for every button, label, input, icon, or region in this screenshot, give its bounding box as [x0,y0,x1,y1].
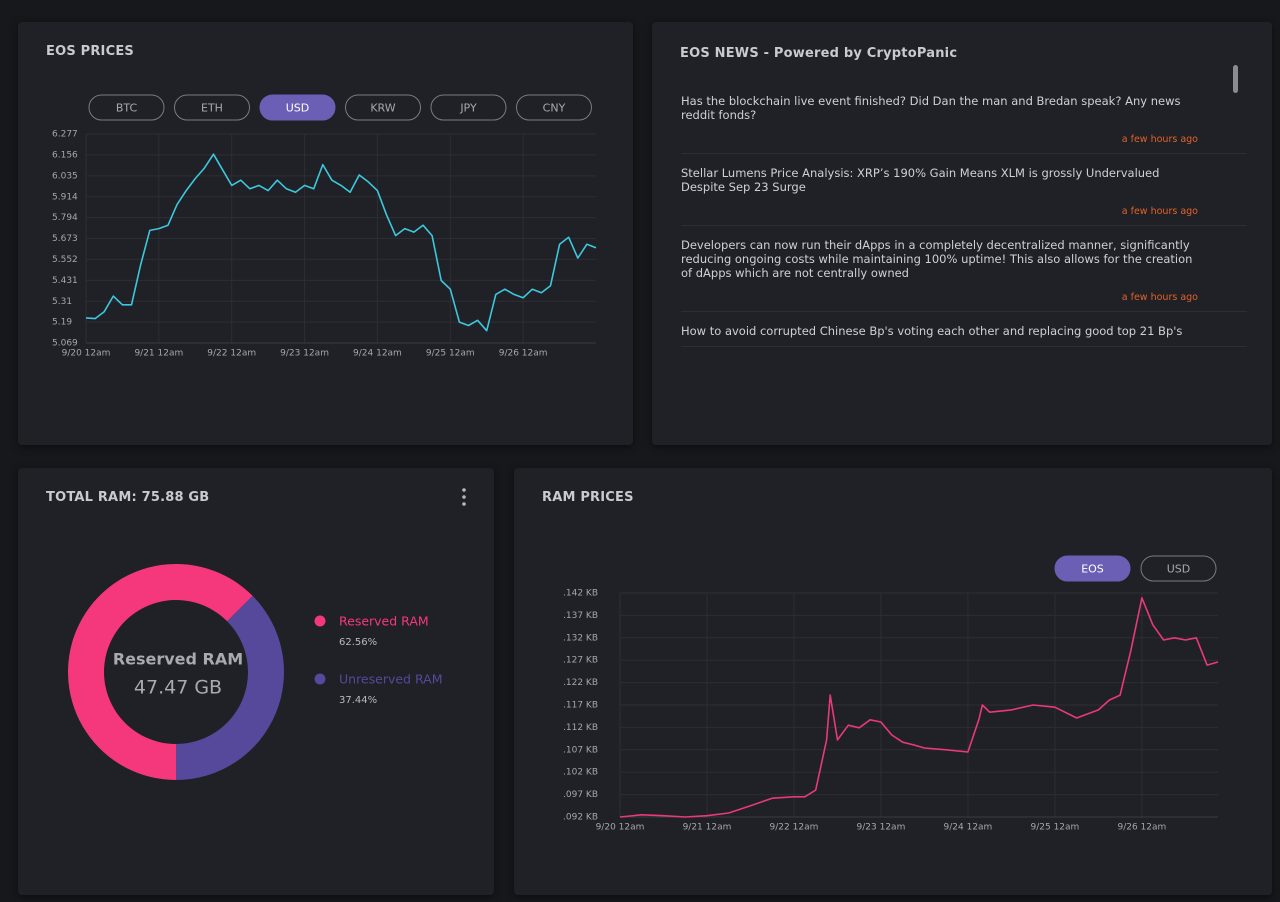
y-tick-label: .112 KB [563,723,598,733]
y-tick-label: 6.156 [52,150,78,160]
y-tick-label: .137 KB [563,611,598,621]
y-tick-label: .122 KB [563,678,598,688]
y-tick-label: .102 KB [563,768,598,778]
legend-dot [314,673,326,685]
currency-button-label[interactable]: ETH [201,102,223,115]
currency-button-label[interactable]: EOS [1081,563,1104,576]
donut-slice [68,564,253,780]
currency-button[interactable] [1054,555,1131,582]
eos-prices-card: EOS PRICES [18,22,633,445]
news-item[interactable]: Has the blockchain live event finished? … [681,94,1247,154]
y-tick-label: 5.431 [52,276,78,286]
news-time: a few hours ago [1121,206,1198,217]
legend-value: 62.56% [339,637,377,648]
x-tick-label: 9/20 12am [596,823,645,833]
currency-button[interactable] [430,94,507,121]
currency-button[interactable] [345,94,421,121]
center-value: 47.47 GB [134,677,222,699]
price-line [85,153,597,332]
card-title: TOTAL RAM: 75.88 GB [46,490,210,505]
donut-slice [176,595,285,780]
x-tick-label: 9/21 12am [683,823,732,833]
y-tick-label: 5.914 [52,192,78,202]
currency-button[interactable] [1140,555,1217,582]
card-title: RAM PRICES [542,490,634,505]
x-tick-label: 9/23 12am [857,823,906,833]
legend-label: Unreserved RAM [339,672,442,687]
x-tick-label: 9/25 12am [426,349,475,359]
x-tick-label: 9/23 12am [280,349,329,359]
news-item[interactable]: How to avoid corrupted Chinese Bp's voti… [681,324,1247,347]
y-tick-label: 6.277 [52,130,78,140]
currency-button[interactable] [174,94,250,121]
legend-value: 37.44% [339,695,377,706]
y-tick-label: 5.673 [52,234,78,244]
y-tick-label: 6.035 [52,171,78,181]
news-card: EOS NEWS - Powered by CryptoPanic Has th… [652,22,1272,445]
legend-label: Reserved RAM [339,614,429,629]
legend-dot [314,615,326,627]
x-tick-label: 9/24 12am [944,823,993,833]
card-title: EOS PRICES [46,44,134,59]
news-item[interactable]: Stellar Lumens Price Analysis: XRP’s 190… [681,166,1247,226]
news-list: Has the blockchain live event finished? … [681,94,1247,364]
x-tick-label: 9/22 12am [770,823,819,833]
currency-button-label[interactable]: JPY [459,102,477,115]
news-time: a few hours ago [1121,292,1198,303]
y-tick-label: 5.069 [52,339,78,349]
y-tick-label: .097 KB [563,790,598,800]
x-tick-label: 9/25 12am [1031,823,1080,833]
y-tick-label: 5.794 [52,213,78,223]
y-tick-label: .132 KB [563,633,598,643]
news-title[interactable]: Developers can now run their dApps in a … [681,238,1193,280]
currency-button[interactable] [259,94,336,121]
x-tick-label: 9/22 12am [207,349,256,359]
ram-prices-card: RAM PRICES [514,468,1272,895]
card-title: EOS NEWS - Powered by CryptoPanic [680,46,958,61]
y-tick-label: 5.19 [52,318,72,328]
news-time: a few hours ago [1121,134,1198,145]
currency-button[interactable] [516,94,592,121]
x-tick-label: 9/26 12am [499,349,548,359]
news-title[interactable]: Stellar Lumens Price Analysis: XRP’s 190… [681,166,1160,194]
price-line [619,597,1219,818]
currency-button-label[interactable]: USD [286,102,310,115]
menu-icon[interactable] [462,488,466,506]
currency-button[interactable] [88,94,165,121]
x-tick-label: 9/26 12am [1117,823,1166,833]
center-label: Reserved RAM [113,650,243,669]
currency-button-label[interactable]: CNY [543,102,566,115]
news-title[interactable]: Has the blockchain live event finished? … [681,94,1181,122]
y-tick-label: 5.552 [52,255,78,265]
currency-button-label[interactable]: KRW [370,102,395,115]
currency-button-label[interactable]: BTC [116,102,138,115]
y-tick-label: .092 KB [563,813,598,823]
y-tick-label: 5.31 [52,297,72,307]
y-tick-label: .127 KB [563,656,598,666]
x-tick-label: 9/21 12am [134,349,183,359]
news-item[interactable]: Developers can now run their dApps in a … [681,238,1247,312]
y-tick-label: .142 KB [563,589,598,599]
scrollbar[interactable] [1233,65,1238,93]
news-title[interactable]: How to avoid corrupted Chinese Bp's voti… [681,324,1183,338]
x-tick-label: 9/20 12am [62,349,111,359]
y-tick-label: .107 KB [563,745,598,755]
y-tick-label: .117 KB [563,701,598,711]
currency-button-label[interactable]: USD [1167,563,1191,576]
x-tick-label: 9/24 12am [353,349,402,359]
